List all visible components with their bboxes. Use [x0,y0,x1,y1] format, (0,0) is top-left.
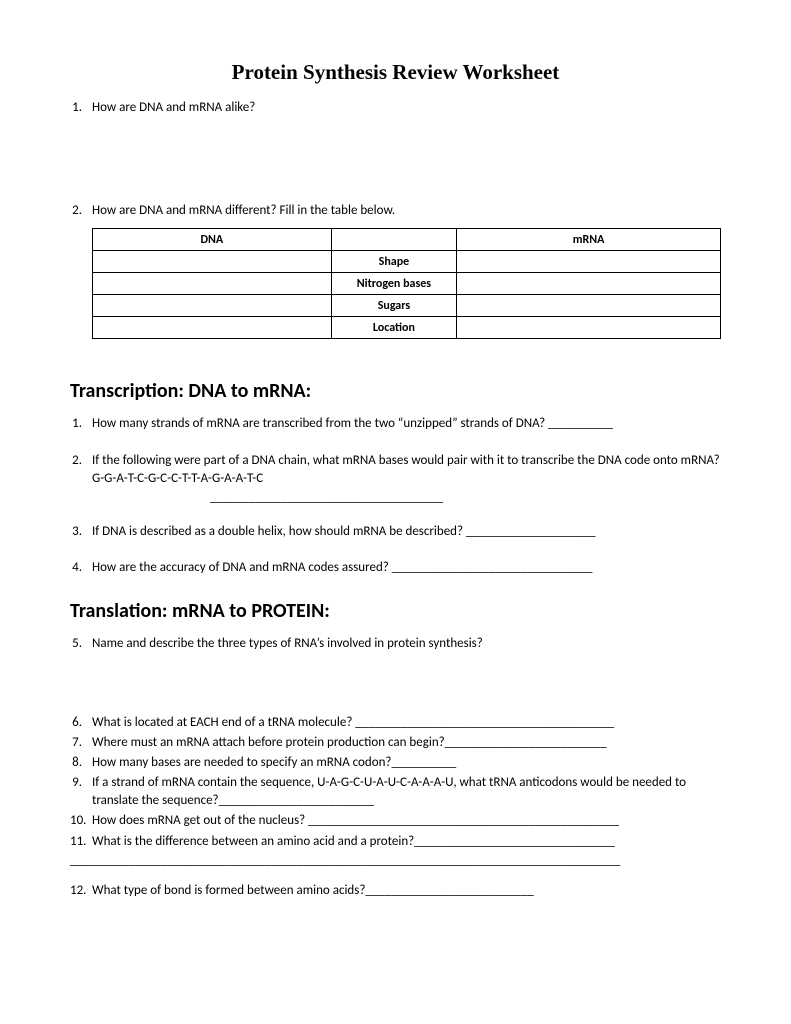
q-number: 2. [70,202,92,220]
q-text: What type of bond is formed between amin… [92,882,721,900]
q-text: If DNA is described as a double helix, h… [92,523,721,541]
translation-q6: 6. What is located at EACH end of a tRNA… [70,714,721,732]
transcription-q1: 1. How many strands of mRNA are transcri… [70,415,721,433]
q-text: If a strand of mRNA contain the sequence… [92,774,721,810]
q-number: 6. [70,714,92,732]
q-number: 5. [70,635,92,653]
transcription-q2: 2. If the following were part of a DNA c… [70,452,721,488]
transcription-q4: 4. How are the accuracy of DNA and mRNA … [70,559,721,577]
q-number: 3. [70,523,92,541]
q-text: What is located at EACH end of a tRNA mo… [92,714,721,732]
intro-q1: 1. How are DNA and mRNA alike? [70,99,721,117]
table-head-blank [331,229,457,251]
translation-q11: 11. What is the difference between an am… [70,833,721,851]
page-title: Protein Synthesis Review Worksheet [70,60,721,85]
table-row: Shape [93,251,721,273]
q-text: How many strands of mRNA are transcribed… [92,415,721,433]
translation-q10: 10. How does mRNA get out of the nucleus… [70,812,721,830]
translation-q9: 9. If a strand of mRNA contain the seque… [70,774,721,810]
blank-line: ________________________________________… [70,853,721,868]
q-text: How does mRNA get out of the nucleus? __… [92,812,721,830]
table-row-label: Nitrogen bases [331,273,457,295]
q-number: 1. [70,415,92,433]
q-number: 8. [70,754,92,772]
q-number: 7. [70,734,92,752]
table-cell-mrna [457,251,721,273]
table-cell-mrna [457,295,721,317]
q-text: How many bases are needed to specify an … [92,754,721,772]
table-cell-dna [93,317,332,339]
comparison-table: DNA mRNA Shape Nitrogen bases Sugars Loc… [92,228,721,339]
q-number: 10. [70,812,92,830]
table-head-mrna: mRNA [457,229,721,251]
q-text: How are DNA and mRNA alike? [92,99,721,117]
q-number: 9. [70,774,92,810]
q-text: If the following were part of a DNA chai… [92,452,721,488]
section-transcription: Transcription: DNA to mRNA: [70,379,721,403]
table-cell-mrna [457,273,721,295]
table-row-label: Shape [331,251,457,273]
translation-q5: 5. Name and describe the three types of … [70,635,721,653]
q-text: Name and describe the three types of RNA… [92,635,721,653]
q-text: How are DNA and mRNA different? Fill in … [92,202,721,220]
q-number: 11. [70,833,92,851]
q-text: Where must an mRNA attach before protein… [92,734,721,752]
translation-q12: 12. What type of bond is formed between … [70,882,721,900]
table-cell-dna [93,295,332,317]
table-row-label: Location [331,317,457,339]
table-row: Nitrogen bases [93,273,721,295]
transcription-q3: 3. If DNA is described as a double helix… [70,523,721,541]
q-text: What is the difference between an amino … [92,833,721,851]
table-cell-mrna [457,317,721,339]
intro-q2: 2. How are DNA and mRNA different? Fill … [70,202,721,220]
q-number: 2. [70,452,92,488]
blank-line: ____________________________________ [210,490,721,505]
q-number: 4. [70,559,92,577]
q-text: How are the accuracy of DNA and mRNA cod… [92,559,721,577]
translation-q8: 8. How many bases are needed to specify … [70,754,721,772]
q-number: 12. [70,882,92,900]
table-row: Location [93,317,721,339]
table-row: Sugars [93,295,721,317]
table-head-dna: DNA [93,229,332,251]
table-row-label: Sugars [331,295,457,317]
q-number: 1. [70,99,92,117]
table-cell-dna [93,251,332,273]
translation-q7: 7. Where must an mRNA attach before prot… [70,734,721,752]
table-cell-dna [93,273,332,295]
section-translation: Translation: mRNA to PROTEIN: [70,599,721,623]
